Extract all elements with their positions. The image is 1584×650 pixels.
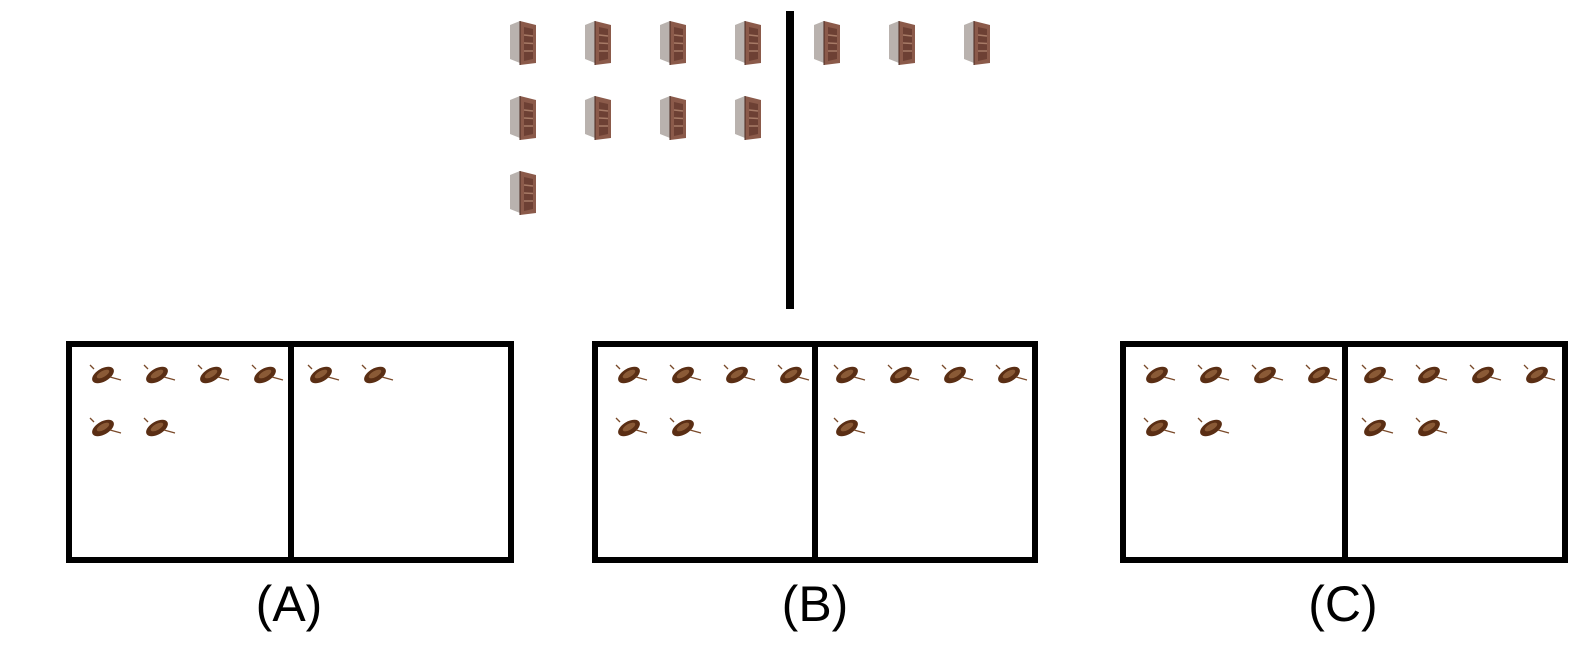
- option-c-label: (C): [1308, 576, 1378, 632]
- option-a-divider: [288, 347, 294, 557]
- boat-icon: [668, 415, 702, 439]
- boat-icon: [88, 415, 122, 439]
- bookcase-icon: [583, 94, 613, 142]
- bookcase-icon: [658, 94, 688, 142]
- bookcase-icon: [658, 19, 688, 67]
- bookcase-icon: [508, 19, 538, 67]
- option-c-divider: [1342, 347, 1348, 557]
- bookcase-icon: [508, 169, 538, 217]
- option-b-box[interactable]: [592, 341, 1038, 563]
- boat-icon: [360, 362, 394, 386]
- boat-icon: [142, 362, 176, 386]
- boat-icon: [142, 415, 176, 439]
- bookcase-icon: [733, 94, 763, 142]
- boat-icon: [886, 362, 920, 386]
- option-a-box[interactable]: [66, 341, 514, 563]
- boat-icon: [1196, 362, 1230, 386]
- boat-icon: [1360, 362, 1394, 386]
- boat-icon: [1522, 362, 1556, 386]
- boat-icon: [668, 362, 702, 386]
- bookcase-icon: [887, 19, 917, 67]
- boat-icon: [614, 362, 648, 386]
- boat-icon: [832, 362, 866, 386]
- boat-icon: [1414, 362, 1448, 386]
- boat-icon: [776, 362, 810, 386]
- boat-icon: [306, 362, 340, 386]
- option-b-label: (B): [781, 576, 849, 632]
- option-b-divider: [812, 347, 818, 557]
- boat-icon: [994, 362, 1028, 386]
- bookcase-icon: [962, 19, 992, 67]
- bookcase-icon: [583, 19, 613, 67]
- bookcase-icon: [812, 19, 842, 67]
- boat-icon: [722, 362, 756, 386]
- boat-icon: [1360, 415, 1394, 439]
- boat-icon: [196, 362, 230, 386]
- boat-icon: [1196, 415, 1230, 439]
- center-divider: [786, 11, 794, 309]
- boat-icon: [614, 415, 648, 439]
- boat-icon: [940, 362, 974, 386]
- option-a-label: (A): [255, 576, 323, 632]
- boat-icon: [1250, 362, 1284, 386]
- boat-icon: [1142, 415, 1176, 439]
- boat-icon: [1414, 415, 1448, 439]
- bookcase-icon: [508, 94, 538, 142]
- boat-icon: [1304, 362, 1338, 386]
- boat-icon: [832, 415, 866, 439]
- option-c-box[interactable]: [1120, 341, 1568, 563]
- boat-icon: [88, 362, 122, 386]
- bookcase-icon: [733, 19, 763, 67]
- boat-icon: [1142, 362, 1176, 386]
- boat-icon: [250, 362, 284, 386]
- boat-icon: [1468, 362, 1502, 386]
